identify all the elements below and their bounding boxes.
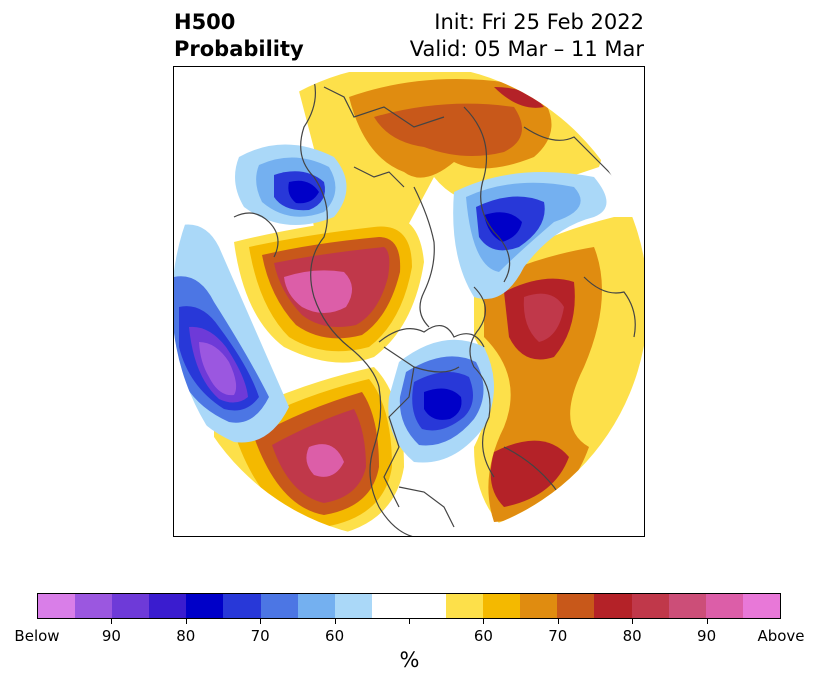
below-canada-anomaly [388, 339, 494, 463]
init-date: Init: Fri 25 Feb 2022 [434, 10, 644, 34]
below-siberia-anomaly [235, 144, 347, 225]
below-alaska-anomaly [174, 224, 289, 443]
probability-colorbar [37, 593, 781, 619]
colorbar-tick-label: 70 [250, 627, 270, 645]
colorbar-segment [446, 594, 484, 618]
colorbar-tick-mark [483, 619, 485, 624]
valid-range: Valid: 05 Mar – 11 Mar [409, 37, 644, 61]
colorbar-segment [594, 594, 632, 618]
probability-map [173, 66, 645, 537]
colorbar-segment [38, 594, 76, 618]
colorbar-segment [223, 594, 261, 618]
colorbar-segment [668, 594, 706, 618]
colorbar-tick-label: 60 [473, 627, 493, 645]
map-title: H500 Probability [174, 9, 304, 63]
above-pacific-anomaly [234, 215, 424, 363]
colorbar-tick-label: 60 [325, 627, 345, 645]
coastlines [233, 67, 636, 536]
colorbar-segment [408, 594, 447, 618]
title-product: Probability [174, 37, 304, 61]
below-polar-anomaly [453, 172, 607, 299]
colorbar-tick-label: Above [757, 627, 805, 645]
colorbar-tick-mark [409, 619, 410, 624]
colorbar-segment [186, 594, 224, 618]
colorbar-unit-label: % [399, 648, 420, 672]
above-arctic-anomaly [294, 72, 606, 267]
colorbar-segment [149, 594, 187, 618]
colorbar-segment [557, 594, 595, 618]
colorbar-segment [112, 594, 150, 618]
colorbar-segment [334, 594, 372, 618]
colorbar-tick-mark [706, 619, 708, 624]
colorbar-segment [483, 594, 521, 618]
colorbar-tick-label: 80 [176, 627, 196, 645]
colorbar-tick-mark [260, 619, 262, 624]
colorbar-segment [260, 594, 298, 618]
colorbar-segment [75, 594, 113, 618]
colorbar-tick-label: 70 [548, 627, 568, 645]
colorbar-segment [631, 594, 669, 618]
colorbar-segment [520, 594, 558, 618]
colorbar-tick-mark [111, 619, 113, 624]
colorbar-tick-label: 80 [622, 627, 642, 645]
colorbar-segment [742, 594, 780, 618]
colorbar-tick-mark [185, 619, 187, 624]
colorbar-tick-mark [334, 619, 336, 624]
colorbar-tick-mark [557, 619, 559, 624]
forecast-dates: Init: Fri 25 Feb 2022 Valid: 05 Mar – 11… [410, 9, 644, 63]
colorbar-tick-label: 90 [101, 627, 121, 645]
colorbar-tick-mark [632, 619, 634, 624]
map-canvas [174, 67, 644, 536]
colorbar-segment [371, 594, 409, 618]
colorbar-segment [297, 594, 335, 618]
colorbar-tick-label: Below [14, 627, 60, 645]
colorbar-segment [705, 594, 743, 618]
colorbar-tick-label: 90 [697, 627, 717, 645]
title-variable: H500 [174, 10, 236, 34]
